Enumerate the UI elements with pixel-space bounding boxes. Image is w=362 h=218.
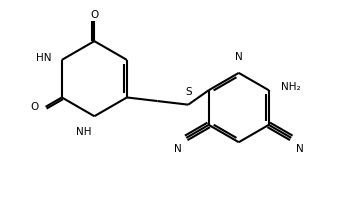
Text: NH: NH [76,127,92,137]
Text: O: O [30,102,38,112]
Text: NH₂: NH₂ [281,82,300,92]
Text: HN: HN [36,53,52,63]
Text: O: O [90,10,98,20]
Text: N: N [235,52,243,62]
Text: N: N [296,144,303,154]
Text: S: S [185,87,191,97]
Text: N: N [174,144,182,154]
